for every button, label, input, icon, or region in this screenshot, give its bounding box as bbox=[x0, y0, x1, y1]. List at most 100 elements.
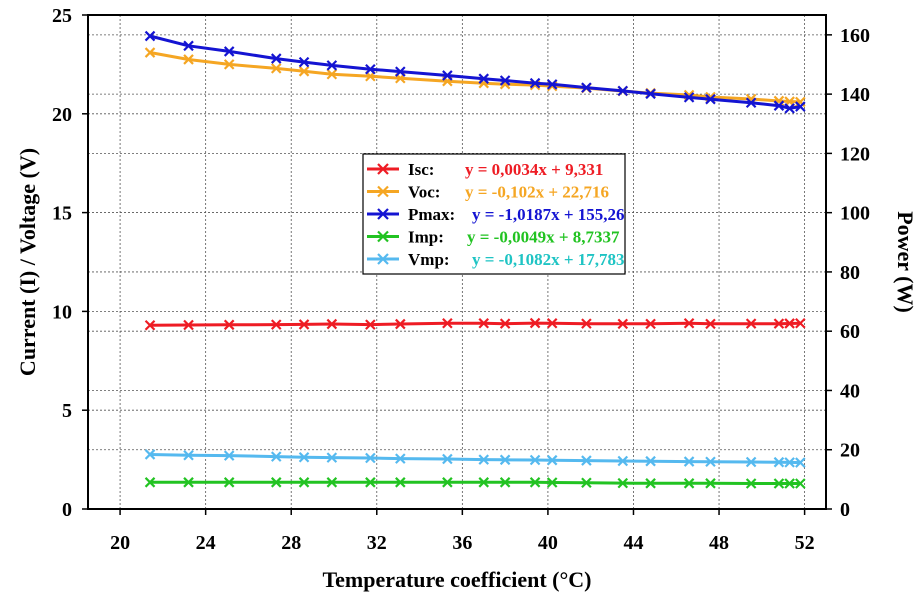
data-point-isc bbox=[617, 318, 629, 330]
data-point-vmp bbox=[223, 450, 235, 461]
legend-item-isc: Isc: y = 0,0034x + 9,331 bbox=[367, 160, 603, 179]
data-point-pmax bbox=[365, 63, 376, 75]
data-point-imp bbox=[683, 478, 695, 489]
y-right-tick-label: 140 bbox=[840, 84, 870, 106]
data-point-pmax bbox=[478, 73, 490, 84]
legend-swatch-marker bbox=[377, 208, 389, 220]
data-point-imp bbox=[784, 478, 795, 489]
data-point-isc bbox=[326, 318, 338, 330]
y-left-tick-label: 0 bbox=[62, 499, 72, 521]
legend-box bbox=[362, 153, 626, 275]
data-point-pmax bbox=[581, 82, 592, 93]
data-point-isc bbox=[581, 318, 592, 329]
y-left-tick-label: 20 bbox=[52, 104, 72, 126]
data-point-imp bbox=[499, 477, 511, 488]
data-point-vmp bbox=[581, 455, 592, 466]
y-left-tick-label: 15 bbox=[52, 203, 72, 225]
ticks: 20 24 28 32 36 40 44 48 52 0 5 10 15 20 25 0 20 40 60 80 100… bbox=[52, 5, 870, 554]
data-point-pmax bbox=[546, 79, 558, 90]
data-point-vmp bbox=[773, 456, 785, 468]
data-point-isc bbox=[478, 317, 490, 329]
data-point-voc bbox=[144, 47, 156, 58]
data-point-vmp bbox=[645, 455, 656, 467]
legend-swatch-marker bbox=[377, 253, 389, 265]
data-point-voc bbox=[270, 63, 282, 74]
data-point-pmax bbox=[795, 101, 806, 112]
data-point-vmp bbox=[326, 452, 338, 463]
data-point-isc bbox=[365, 319, 376, 330]
x-axis-title: Temperature coefficient (°C) bbox=[322, 567, 591, 592]
data-point-pmax bbox=[270, 53, 282, 64]
data-point-isc bbox=[499, 318, 511, 329]
series-line-voc bbox=[149, 51, 801, 104]
data-point-vmp bbox=[183, 449, 194, 461]
legend-series-name: Vmp: bbox=[408, 250, 450, 269]
series-isc bbox=[144, 317, 806, 331]
data-point-imp bbox=[546, 477, 558, 488]
series-layer bbox=[144, 30, 806, 489]
data-point-imp bbox=[705, 478, 716, 489]
data-point-pmax bbox=[617, 85, 629, 97]
x-tick-label: 36 bbox=[452, 532, 472, 554]
data-point-isc bbox=[546, 317, 558, 329]
data-point-isc bbox=[745, 318, 757, 329]
data-point-vmp bbox=[683, 456, 695, 467]
data-point-imp bbox=[617, 477, 629, 489]
y-right-axis-title: Power (W) bbox=[893, 211, 918, 313]
data-point-pmax bbox=[223, 46, 235, 57]
data-point-vmp bbox=[478, 454, 490, 465]
data-point-vmp bbox=[705, 456, 716, 468]
y-right-tick-label: 0 bbox=[840, 499, 850, 521]
data-point-isc bbox=[183, 319, 194, 331]
data-point-imp bbox=[529, 477, 541, 488]
data-point-isc bbox=[529, 317, 541, 329]
data-point-vmp bbox=[270, 451, 282, 462]
series-vmp bbox=[144, 449, 806, 468]
x-tick-label: 52 bbox=[795, 532, 815, 554]
data-point-isc bbox=[705, 318, 716, 330]
data-point-imp bbox=[773, 478, 785, 489]
data-point-imp bbox=[365, 477, 376, 488]
data-point-pmax bbox=[529, 77, 541, 89]
data-point-isc bbox=[683, 317, 695, 329]
data-point-isc bbox=[298, 319, 310, 330]
data-point-pmax bbox=[183, 40, 194, 52]
data-point-imp bbox=[223, 477, 235, 488]
data-point-imp bbox=[270, 477, 282, 488]
data-point-imp bbox=[478, 477, 490, 488]
legend-equation: y = -0,102x + 22,716 bbox=[465, 183, 609, 202]
plot-frame bbox=[87, 14, 827, 510]
y-right-tick-label: 80 bbox=[840, 262, 860, 284]
data-point-pmax bbox=[745, 97, 757, 108]
y-right-tick-label: 120 bbox=[840, 143, 870, 165]
data-point-pmax bbox=[705, 93, 716, 105]
legend-equation: y = -1,0187x + 155,26 bbox=[472, 205, 625, 224]
y-left-tick-label: 10 bbox=[52, 301, 72, 323]
legend-swatch-marker bbox=[377, 185, 389, 198]
y-right-tick-label: 100 bbox=[840, 203, 870, 225]
x-tick-label: 40 bbox=[538, 532, 558, 554]
series-line-imp bbox=[150, 480, 801, 485]
legend-equation: y = -0,1082x + 17,783 bbox=[472, 250, 625, 269]
legend-item-pmax: Pmax: y = -1,0187x + 155,26 bbox=[367, 205, 625, 224]
y-right-tick-label: 160 bbox=[840, 25, 870, 47]
data-point-vmp bbox=[298, 451, 310, 463]
data-point-imp bbox=[442, 477, 453, 488]
data-point-voc bbox=[298, 66, 310, 77]
data-point-voc bbox=[223, 59, 235, 70]
series-line-vmp bbox=[149, 453, 801, 465]
legend-item-vmp: Vmp: y = -0,1082x + 17,783 bbox=[367, 250, 625, 269]
data-point-pmax bbox=[442, 70, 453, 81]
data-point-isc bbox=[784, 318, 795, 329]
x-tick-label: 24 bbox=[196, 532, 216, 554]
data-point-isc bbox=[270, 319, 282, 330]
y-right-tick-label: 60 bbox=[840, 321, 860, 343]
data-point-isc bbox=[395, 318, 406, 330]
data-point-pmax bbox=[773, 100, 785, 111]
data-point-imp bbox=[183, 477, 194, 488]
data-point-isc bbox=[773, 318, 785, 329]
legend-equation: y = -0,0049x + 8,7337 bbox=[467, 228, 620, 247]
data-point-vmp bbox=[144, 449, 156, 460]
data-point-imp bbox=[745, 478, 757, 489]
